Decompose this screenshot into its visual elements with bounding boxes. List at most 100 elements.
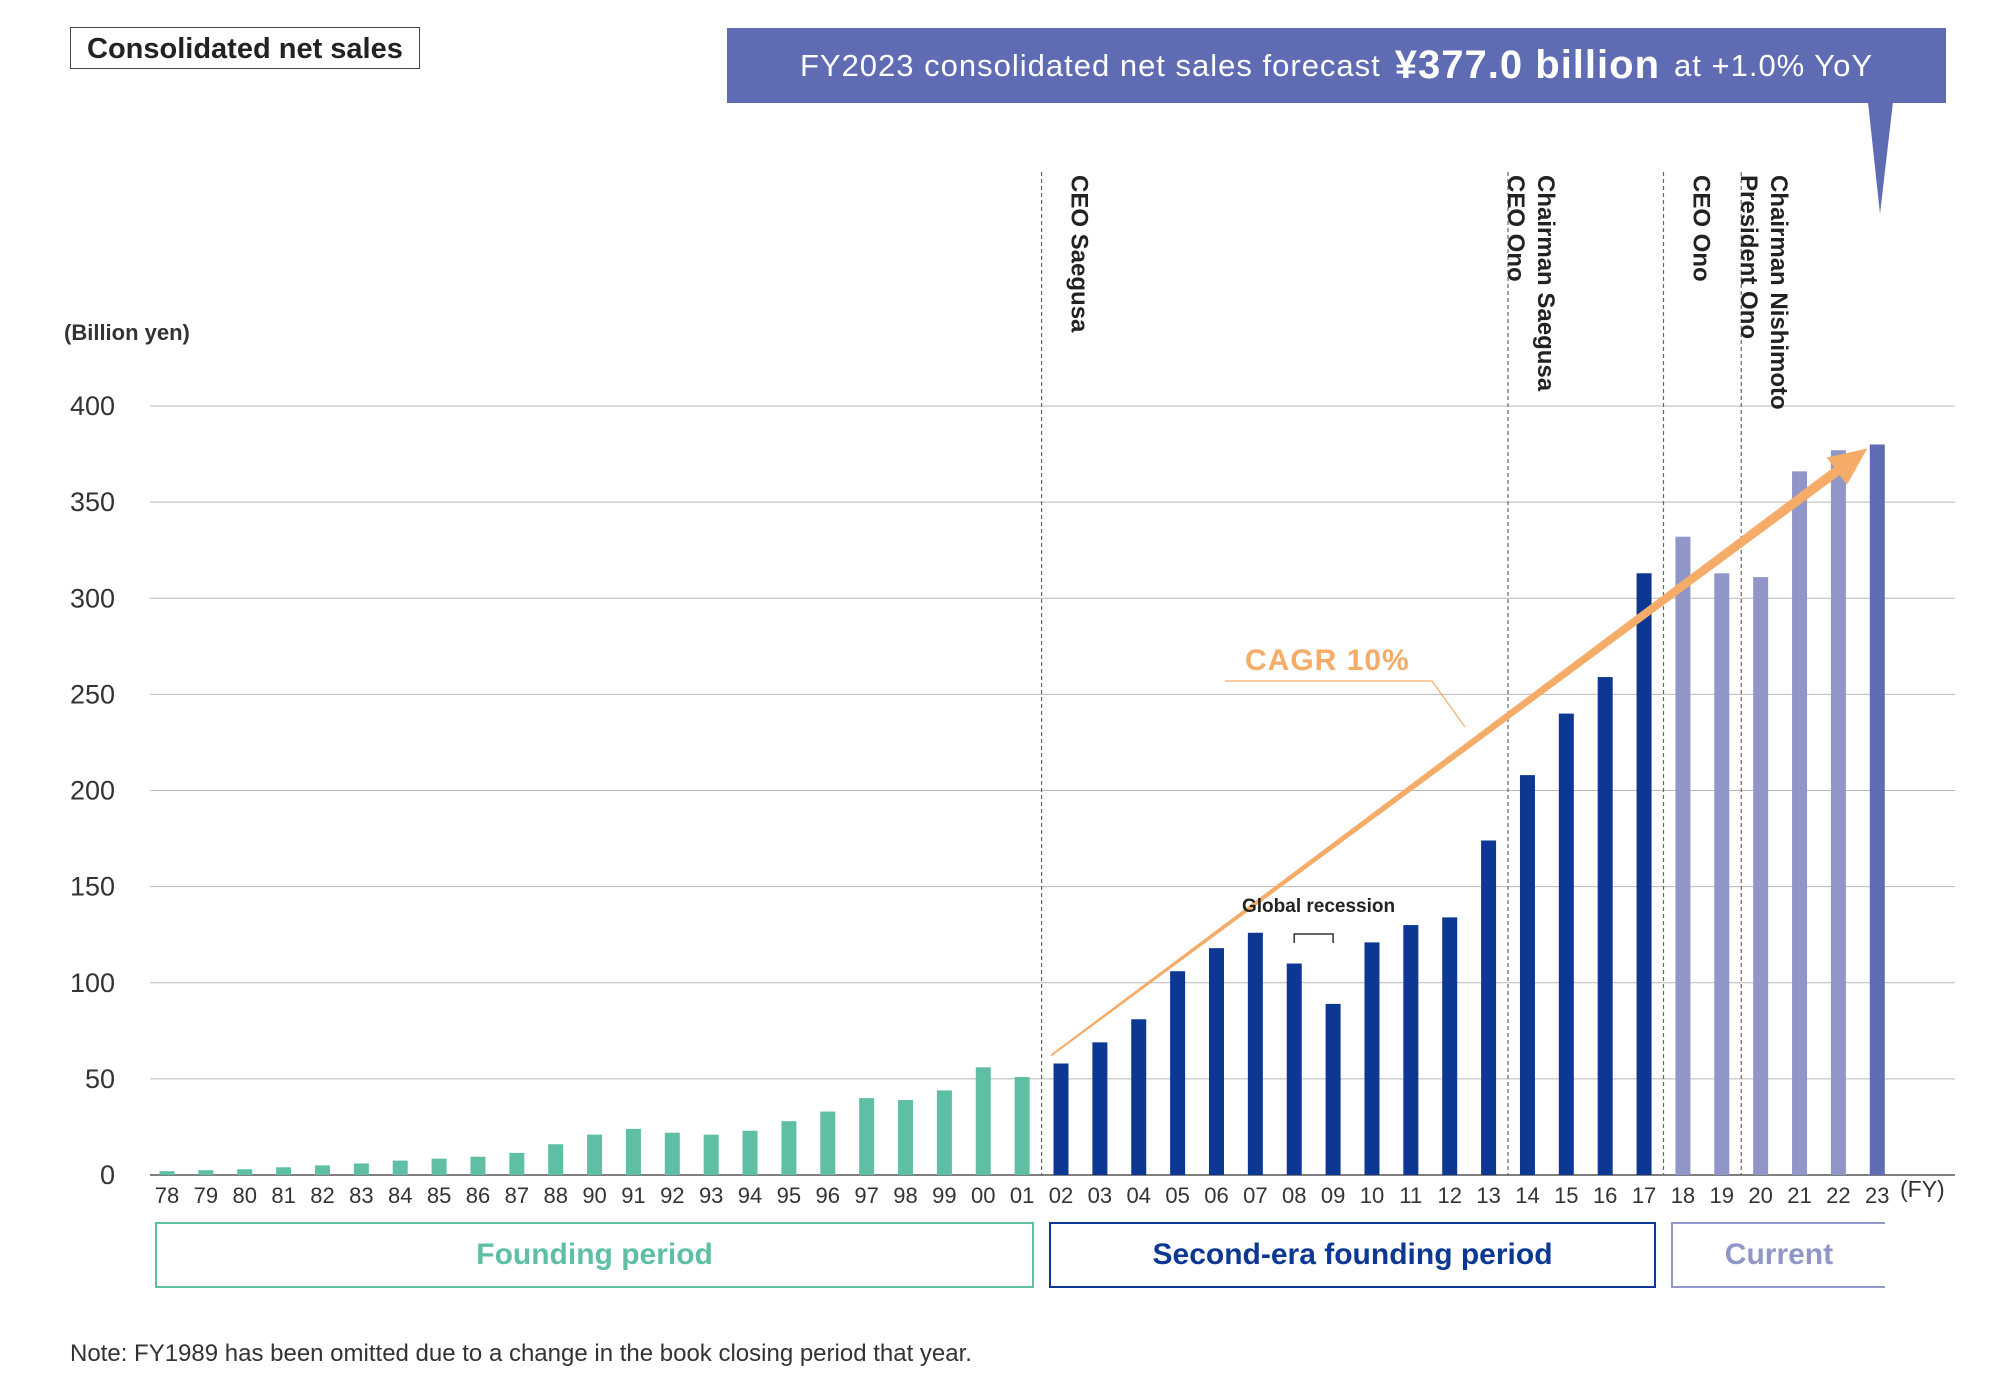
x-tick-label: 05 — [1165, 1183, 1189, 1208]
bar-fy82 — [314, 1165, 330, 1175]
bar-fy04 — [1131, 1019, 1147, 1175]
x-tick-label: 10 — [1360, 1183, 1384, 1208]
x-tick-label: 08 — [1282, 1183, 1306, 1208]
x-tick-label: 11 — [1399, 1183, 1422, 1208]
x-tick-label: 02 — [1049, 1183, 1073, 1208]
bar-fy20 — [1753, 577, 1769, 1175]
x-tick-label: 86 — [466, 1183, 490, 1208]
forecast-banner: FY2023 consolidated net sales forecast ¥… — [727, 28, 1946, 103]
x-tick-label: 94 — [738, 1183, 762, 1208]
x-tick-label: 99 — [932, 1183, 956, 1208]
x-tick-label: 18 — [1671, 1183, 1695, 1208]
bar-fy88 — [548, 1144, 564, 1175]
bar-fy15 — [1558, 713, 1574, 1175]
bar-fy86 — [470, 1156, 486, 1175]
x-tick-label: 78 — [155, 1183, 179, 1208]
y-axis-unit-label: (Billion yen) — [64, 320, 190, 345]
x-tick-label: 91 — [621, 1183, 645, 1208]
bar-fy14 — [1519, 775, 1535, 1175]
y-tick-label: 50 — [85, 1064, 115, 1094]
cagr-arrow-head — [1826, 448, 1868, 485]
x-tick-label: 96 — [816, 1183, 840, 1208]
leader-label: CEO Saegusa — [1066, 175, 1093, 333]
x-tick-label: 04 — [1127, 1183, 1151, 1208]
bar-fy22 — [1830, 450, 1846, 1175]
second-era-period-box: Second-era founding period — [1049, 1222, 1657, 1288]
x-tick-label: 20 — [1748, 1183, 1772, 1208]
x-tick-label: 17 — [1632, 1183, 1656, 1208]
forecast-pointer — [1868, 102, 1893, 214]
bar-fy05 — [1170, 971, 1186, 1175]
x-tick-label: 00 — [971, 1183, 995, 1208]
x-tick-label: 79 — [194, 1183, 218, 1208]
x-tick-label: 01 — [1010, 1183, 1034, 1208]
bar-fy18 — [1675, 536, 1691, 1175]
cagr-arrow-shaft — [1050, 467, 1840, 1057]
y-tick-label: 0 — [100, 1160, 115, 1190]
bar-fy03 — [1092, 1042, 1108, 1175]
bar-fy99 — [936, 1090, 952, 1175]
x-tick-label: 82 — [310, 1183, 334, 1208]
chart-title: Consolidated net sales — [70, 27, 420, 69]
bar-fy08 — [1286, 963, 1302, 1175]
cagr-callout-line — [1225, 680, 1466, 728]
bar-fy95 — [781, 1121, 797, 1175]
bar-fy16 — [1597, 677, 1613, 1175]
x-tick-label: 03 — [1088, 1183, 1112, 1208]
x-tick-label: 97 — [854, 1183, 878, 1208]
bar-fy02 — [1053, 1063, 1069, 1175]
x-tick-label: 12 — [1437, 1183, 1461, 1208]
founding-period-box: Founding period — [155, 1222, 1035, 1288]
bar-fy98 — [898, 1100, 914, 1175]
bar-fy84 — [392, 1160, 408, 1175]
bar-fy90 — [587, 1134, 603, 1175]
leader-label: CEO Ono — [1502, 175, 1529, 282]
current-period-box: Current — [1670, 1222, 1885, 1288]
forecast-prefix: FY2023 consolidated net sales forecast — [799, 47, 1381, 83]
y-tick-label: 200 — [70, 776, 115, 806]
footnote: Note: FY1989 has been omitted due to a c… — [70, 1340, 972, 1367]
x-tick-label: 95 — [777, 1183, 801, 1208]
x-tick-label: 87 — [505, 1183, 529, 1208]
bar-fy83 — [353, 1163, 369, 1175]
y-tick-label: 100 — [70, 968, 115, 998]
bar-fy93 — [703, 1134, 719, 1175]
x-tick-label: 06 — [1204, 1183, 1228, 1208]
recession-bracket — [1293, 933, 1334, 943]
x-tick-label: 90 — [582, 1183, 606, 1208]
recession-label: Global recession — [1242, 896, 1395, 917]
x-tick-label: 13 — [1476, 1183, 1500, 1208]
bar-fy10 — [1364, 942, 1380, 1175]
x-tick-label: 88 — [543, 1183, 567, 1208]
x-tick-label: 93 — [699, 1183, 723, 1208]
y-tick-label: 300 — [70, 583, 115, 613]
bar-fy87 — [509, 1152, 525, 1175]
y-tick-label: 150 — [70, 872, 115, 902]
bar-fy21 — [1792, 471, 1808, 1175]
bar-fy12 — [1442, 917, 1458, 1175]
y-tick-label: 350 — [70, 487, 115, 517]
bar-fy06 — [1208, 948, 1224, 1175]
x-tick-label: 85 — [427, 1183, 451, 1208]
x-tick-label: 07 — [1243, 1183, 1267, 1208]
bar-fy79 — [198, 1170, 214, 1175]
bar-fy23 — [1869, 444, 1885, 1175]
x-tick-label: 23 — [1865, 1183, 1889, 1208]
bar-fy11 — [1403, 925, 1419, 1175]
leader-label: Chairman Saegusa — [1532, 175, 1559, 392]
bar-fy94 — [742, 1130, 758, 1175]
bar-fy81 — [276, 1167, 292, 1175]
cagr-label: CAGR 10% — [1245, 644, 1410, 677]
bar-fy80 — [237, 1169, 253, 1175]
x-tick-label: 09 — [1321, 1183, 1345, 1208]
x-tick-label: 80 — [232, 1183, 256, 1208]
bar-fy78 — [159, 1171, 175, 1175]
x-tick-label: 22 — [1826, 1183, 1850, 1208]
bar-fy01 — [1014, 1076, 1030, 1175]
bar-fy17 — [1636, 573, 1652, 1175]
x-tick-label: 21 — [1787, 1183, 1811, 1208]
x-tick-label: 92 — [660, 1183, 684, 1208]
bar-fy13 — [1481, 840, 1497, 1175]
bar-fy07 — [1247, 932, 1263, 1175]
